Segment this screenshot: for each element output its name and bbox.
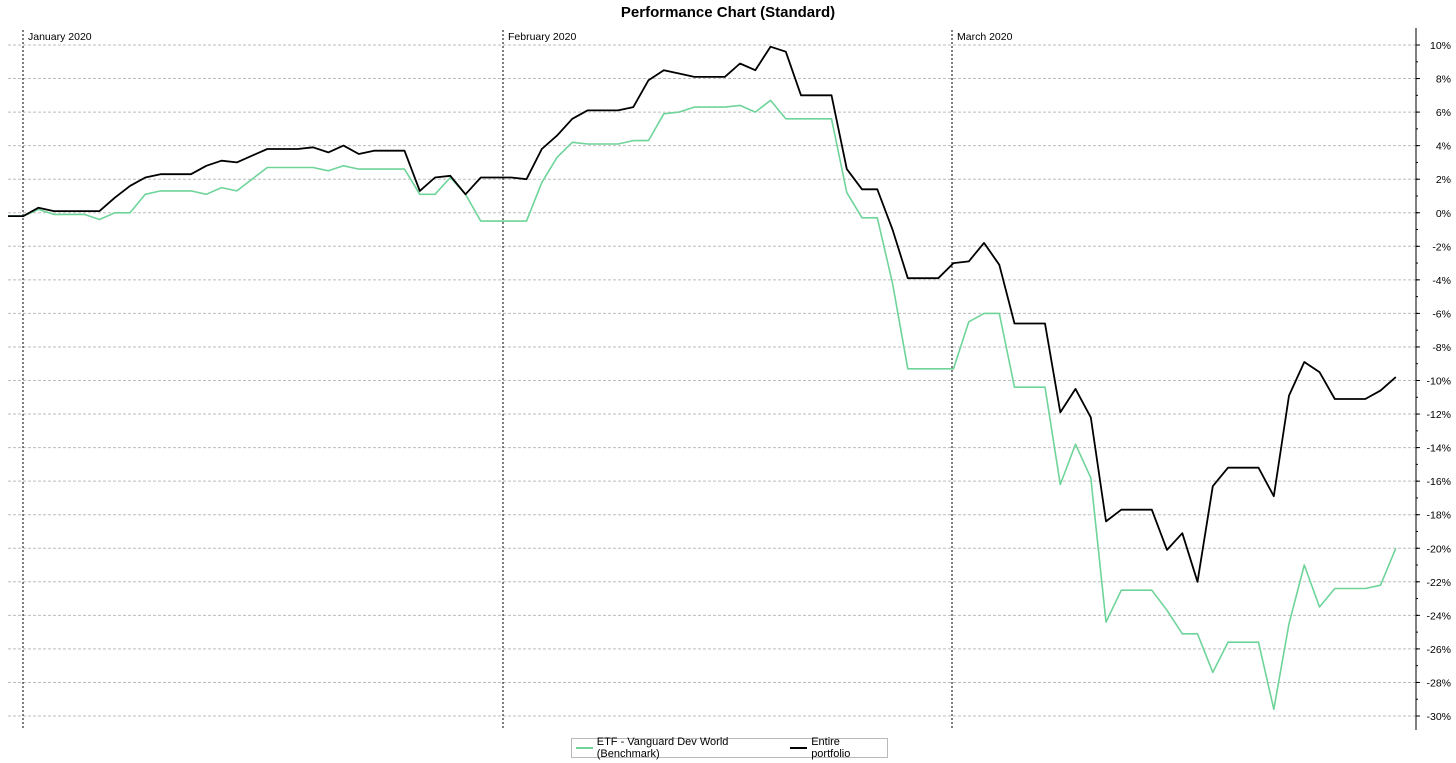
- legend-swatch-portfolio: [790, 747, 808, 749]
- y-tick-label: -2%: [1432, 241, 1451, 253]
- y-tick-label: -14%: [1426, 443, 1451, 455]
- legend-label-portfolio: Entire portfolio: [811, 736, 851, 760]
- series-line-1: [8, 45, 1397, 583]
- y-tick-label: 2%: [1436, 174, 1451, 186]
- legend-item-portfolio: Entire portfolio: [790, 736, 877, 760]
- y-tick-label: -6%: [1432, 308, 1451, 320]
- y-tick-label: 6%: [1436, 107, 1451, 119]
- legend-item-benchmark: ETF - Vanguard Dev World (Benchmark): [576, 736, 780, 760]
- grid-layer: [8, 30, 1416, 730]
- month-label: March 2020: [957, 31, 1013, 43]
- y-tick-label: -30%: [1426, 711, 1451, 723]
- y-tick-label: -18%: [1426, 510, 1451, 522]
- legend-label-benchmark: ETF - Vanguard Dev World (Benchmark): [596, 736, 729, 760]
- y-tick-label: -20%: [1426, 543, 1451, 555]
- month-label: February 2020: [508, 31, 576, 43]
- legend-swatch-benchmark: [576, 747, 593, 749]
- y-tick-label: -22%: [1426, 577, 1451, 589]
- y-tick-label: 0%: [1436, 208, 1451, 220]
- y-tick-label: -24%: [1426, 610, 1451, 622]
- y-tick-label: -16%: [1426, 476, 1451, 488]
- series-line-0: [8, 99, 1397, 711]
- y-tick-label: -10%: [1426, 376, 1451, 388]
- legend: ETF - Vanguard Dev World (Benchmark) Ent…: [571, 736, 888, 760]
- y-tick-label: -26%: [1426, 644, 1451, 656]
- series-layer: [7, 45, 1397, 711]
- y-tick-label: -28%: [1426, 677, 1451, 689]
- axis-layer: 10% 8% 6% 4% 2% 0% -2% -4% -6% -8% -10% -12% -14% -16…: [28, 28, 1451, 730]
- y-tick-label: -4%: [1432, 275, 1451, 287]
- y-tick-label: 10%: [1430, 40, 1451, 52]
- month-label: January 2020: [28, 31, 92, 43]
- y-tick-label: 8%: [1436, 74, 1451, 86]
- y-tick-label: -12%: [1426, 409, 1451, 421]
- y-tick-label: 4%: [1436, 141, 1451, 153]
- y-tick-label: -8%: [1432, 342, 1451, 354]
- chart-title: Performance Chart (Standard): [620, 4, 836, 21]
